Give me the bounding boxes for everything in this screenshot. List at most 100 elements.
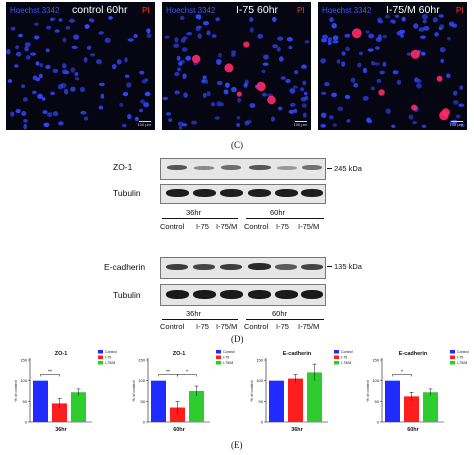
nucleus — [174, 71, 180, 77]
nucleus — [331, 92, 337, 98]
band — [248, 189, 271, 197]
scale-bar — [295, 121, 307, 122]
band — [194, 166, 214, 170]
legend-swatch — [334, 350, 339, 354]
nucleus — [421, 14, 428, 20]
nucleus — [121, 123, 127, 128]
zo1-blot — [160, 158, 326, 180]
nucleus — [263, 54, 269, 60]
group-line — [162, 319, 238, 320]
lane-label: Control — [160, 222, 185, 231]
nucleus — [359, 51, 363, 56]
band — [301, 264, 323, 270]
band — [220, 290, 243, 299]
pi-positive-cell — [439, 110, 449, 121]
legend-swatch — [450, 355, 455, 359]
pi-positive-cell — [192, 54, 201, 64]
tubulin-blot-2 — [160, 284, 326, 306]
nucleus — [420, 35, 426, 39]
nucleus — [290, 102, 296, 107]
nucleus — [50, 17, 54, 22]
nucleus — [62, 37, 67, 43]
legend-label: Control — [341, 350, 353, 354]
band — [166, 189, 189, 197]
nucleus — [382, 61, 387, 67]
nucleus — [320, 38, 328, 43]
nucleus — [389, 19, 395, 24]
micrograph-i75m: Hoechst 3342 I-75/M 60hr PI 100 µm — [318, 2, 467, 130]
nucleus — [396, 79, 402, 85]
nucleus — [272, 16, 277, 22]
nucleus — [382, 34, 387, 39]
nucleus — [406, 52, 411, 56]
lane-label: Control — [244, 222, 269, 231]
nucleus — [191, 120, 198, 125]
nucleus — [178, 125, 183, 130]
nucleus — [320, 58, 326, 64]
nucleus — [293, 108, 298, 114]
bar-i-75 — [52, 403, 67, 422]
y-tick-label: 50 — [23, 399, 28, 404]
y-axis-label: % of control — [13, 380, 18, 401]
chart-ecad-60hr: E-cadherin 0 50 100 150 % of control * 60hr Cont… — [364, 346, 474, 433]
chart-zo1-36hr: ZO-1 0 50 100 150 % of control ** 36hr Control I-… — [12, 346, 122, 433]
nucleus — [127, 113, 132, 120]
nucleus — [164, 35, 170, 39]
nucleus — [47, 112, 53, 117]
nucleus — [399, 29, 406, 34]
condition-label: I-75/M 60hr — [386, 4, 440, 16]
nucleus — [245, 119, 252, 124]
nucleus — [89, 53, 96, 57]
nucleus — [214, 116, 221, 120]
legend-label: Control — [457, 350, 469, 354]
nucleus — [127, 38, 134, 42]
pi-label: PI — [142, 6, 150, 15]
nucleus — [165, 112, 172, 116]
kda-marker — [327, 168, 332, 169]
nucleus — [322, 34, 329, 40]
nucleus — [236, 123, 240, 127]
nucleus — [203, 21, 209, 26]
nucleus — [69, 18, 75, 23]
bar-chart: E-cadherin 0 50 100 150 % of control * 60hr Cont… — [365, 350, 469, 433]
nucleus — [41, 97, 46, 101]
band — [302, 165, 322, 170]
group-line — [246, 218, 324, 219]
legend-swatch — [334, 361, 339, 365]
bar-i-75-m — [307, 372, 322, 422]
nucleus — [100, 93, 105, 99]
nucleus — [344, 33, 351, 38]
band — [275, 189, 298, 197]
nucleus — [176, 55, 181, 61]
y-tick-label: 100 — [256, 378, 263, 383]
y-tick-label: 0 — [143, 420, 146, 425]
nucleus — [460, 123, 465, 128]
nucleus — [84, 116, 89, 121]
legend-swatch — [216, 355, 221, 359]
condition-label: control 60hr — [72, 4, 128, 16]
nucleus — [391, 124, 396, 128]
nucleus — [62, 63, 67, 69]
legend-swatch — [216, 350, 221, 354]
nucleus — [133, 34, 138, 38]
nucleus — [215, 17, 220, 22]
nucleus — [124, 74, 130, 78]
lane-label: Control — [160, 322, 185, 331]
nucleus — [350, 77, 356, 83]
chart-title: E-cadherin — [283, 351, 312, 357]
nucleus — [357, 62, 362, 68]
chart-title: ZO-1 — [55, 351, 68, 357]
scale-text: 100 µm — [137, 122, 151, 127]
nucleus — [139, 70, 145, 75]
nucleus — [83, 57, 88, 63]
nucleus — [231, 53, 236, 57]
nucleus — [39, 63, 44, 68]
y-axis-label: % of control — [365, 380, 370, 401]
nucleus — [344, 94, 351, 100]
nucleus — [202, 75, 207, 80]
nucleus — [337, 106, 344, 112]
band — [221, 165, 241, 170]
nucleus — [179, 59, 185, 64]
y-axis-label: % of control — [131, 380, 136, 401]
nucleus — [84, 24, 90, 29]
